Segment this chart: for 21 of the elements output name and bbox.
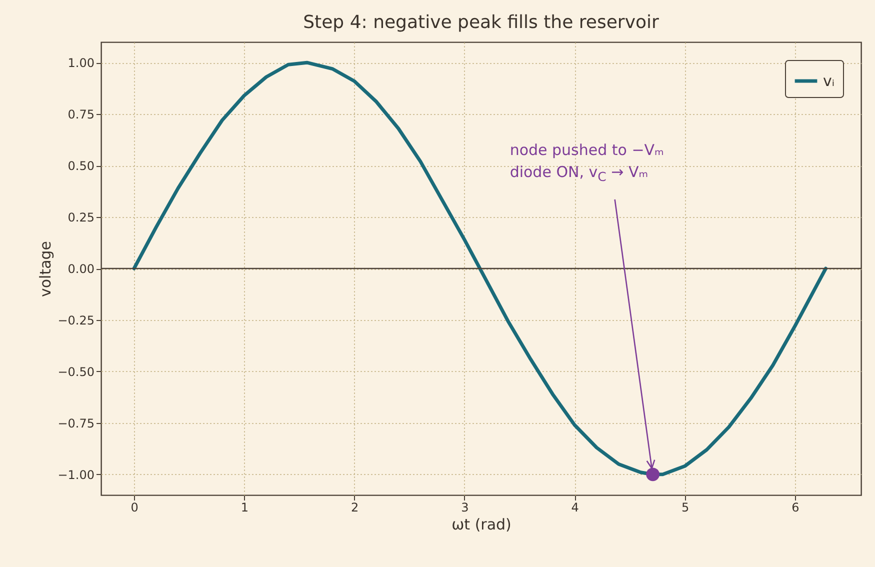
y-tick-label: −0.25: [58, 313, 94, 328]
x-tick-label: 6: [792, 500, 800, 514]
chart-title: Step 4: negative peak fills the reservoir: [303, 12, 660, 33]
y-tick-label: 1.00: [68, 56, 94, 70]
y-tick-label: 0.50: [68, 159, 94, 174]
y-tick-label: 0.00: [68, 262, 94, 276]
x-tick-label: 3: [461, 500, 469, 514]
x-tick-label: 5: [681, 500, 690, 514]
x-axis-title: ωt (rad): [452, 516, 512, 534]
y-tick-label: −0.75: [58, 416, 94, 430]
y-tick-label: 0.75: [68, 108, 94, 122]
x-tick-label: 4: [571, 500, 579, 514]
x-tick-label: 2: [351, 500, 359, 514]
x-tick-label: 0: [130, 500, 138, 514]
annotation: node pushed to −Vₘ diode ON, v$_{C}$ → Vₘ: [510, 140, 664, 186]
y-tick-label: 0.25: [68, 210, 94, 225]
y-axis-title: voltage: [36, 240, 55, 298]
y-tick-label: −1.00: [58, 468, 94, 482]
y-tick-label: −0.50: [58, 364, 94, 379]
x-tick-label: 1: [240, 500, 249, 514]
legend-label: vᵢ: [823, 72, 835, 90]
